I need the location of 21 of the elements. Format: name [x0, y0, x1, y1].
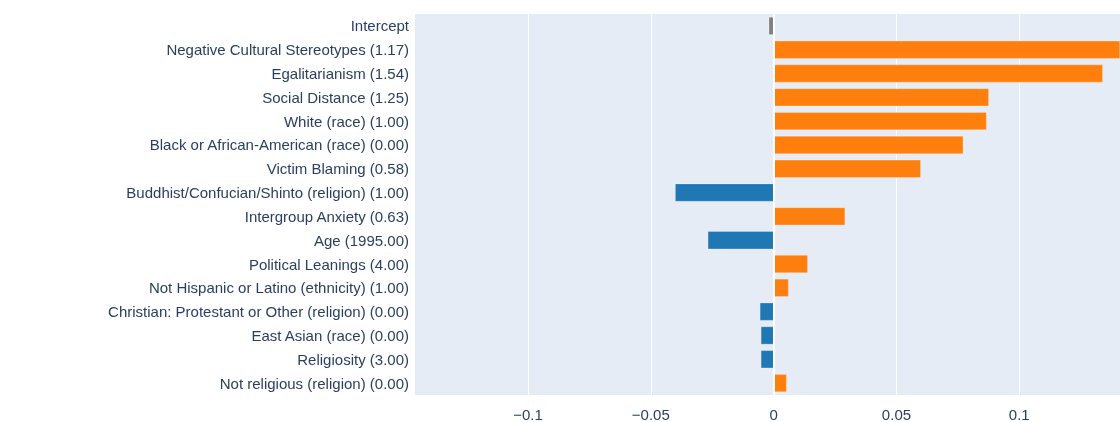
- y-tick-label: Buddhist/Confucian/Shinto (religion) (1.00): [126, 184, 409, 202]
- y-tick-label: White (race) (1.00): [283, 112, 409, 130]
- y-tick-label: East Asian (race) (0.00): [251, 326, 409, 344]
- y-tick-label: Age (1995.00): [313, 231, 409, 249]
- y-tick-label: Not Hispanic or Latino (ethnicity) (1.00): [148, 279, 409, 297]
- x-tick-label: −0.1: [513, 406, 543, 422]
- y-tick-label: Social Distance (1.25): [262, 88, 409, 106]
- y-tick-label: Political Leanings (4.00): [248, 255, 409, 273]
- x-tick-label: −0.05: [631, 406, 670, 422]
- y-tick-label: Religiosity (3.00): [297, 350, 409, 368]
- y-tick-label: Intergroup Anxiety (0.63): [244, 207, 409, 225]
- y-tick-label: Negative Cultural Stereotypes (1.17): [166, 41, 409, 59]
- y-tick-label: Not religious (religion) (0.00): [219, 374, 409, 392]
- y-tick-label: Victim Blaming (0.58): [266, 160, 409, 178]
- y-tick-label: Christian: Protestant or Other (religion) (0.00): [108, 303, 409, 321]
- y-tick-label: Black or African-American (race) (0.00): [149, 136, 409, 154]
- y-tick-label: Intercept: [350, 17, 410, 35]
- x-tick-label: 0: [769, 406, 778, 422]
- y-tick-label: Egalitarianism (1.54): [271, 65, 409, 83]
- x-tick-label: 0.05: [881, 406, 912, 422]
- x-tick-label: 0.1: [1008, 406, 1030, 422]
